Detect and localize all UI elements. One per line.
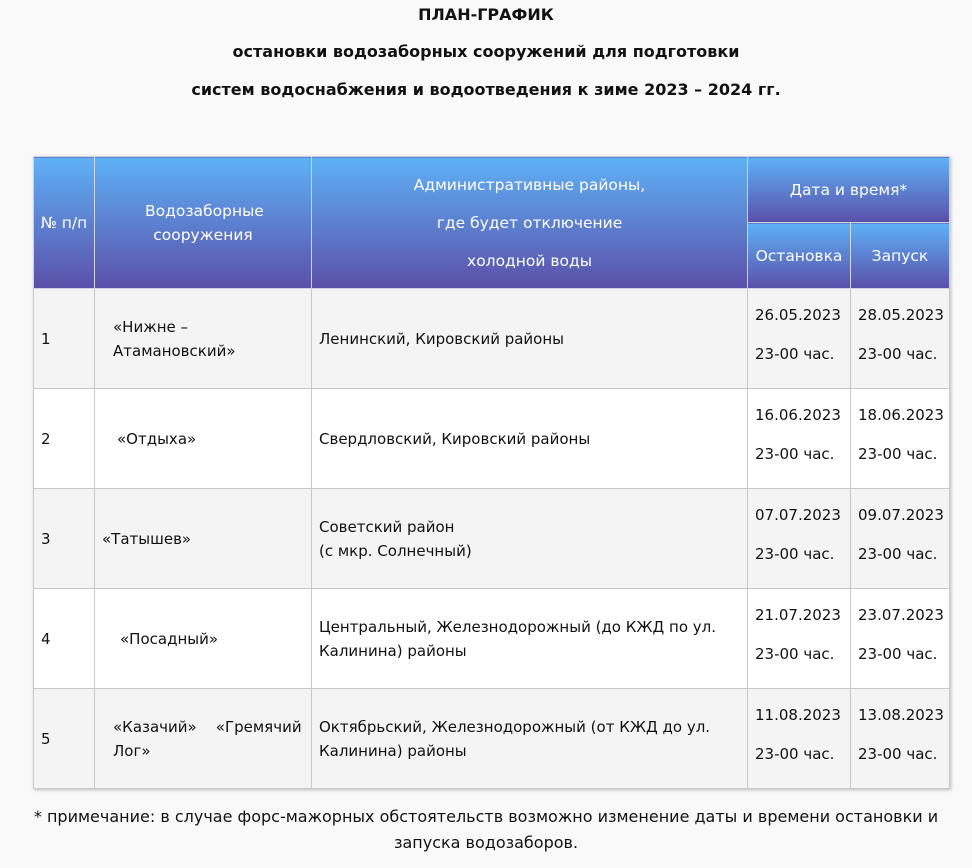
- stop-time: 23-00 час.: [755, 445, 835, 463]
- doc-subtitle-2: систем водоснабжения и водоотведения к з…: [191, 80, 781, 99]
- start-time: 23-00 час.: [858, 745, 938, 763]
- start-time: 23-00 час.: [858, 445, 938, 463]
- stop-date: 21.07.2023: [755, 606, 841, 624]
- header-districts: Административные районы, где будет отклю…: [311, 156, 748, 289]
- start-time: 23-00 час.: [858, 645, 938, 663]
- start-date: 23.07.2023: [858, 606, 944, 624]
- doc-subtitle-1: остановки водозаборных сооружений для по…: [232, 42, 740, 61]
- header-datetime: Дата и время*: [747, 156, 950, 223]
- footnote: * примечание: в случае форс-мажорных обс…: [33, 807, 939, 852]
- row-facility: «Посадный»: [94, 588, 312, 689]
- stop-time: 23-00 час.: [755, 345, 835, 363]
- row-stop: 07.07.2023 23-00 час.: [747, 488, 851, 589]
- row-districts: Советский район (с мкр. Солнечный): [311, 488, 748, 589]
- stop-date: 07.07.2023: [755, 506, 841, 524]
- stop-time: 23-00 час.: [755, 545, 835, 563]
- row-start: 28.05.2023 23-00 час.: [850, 288, 950, 389]
- start-date: 13.08.2023: [858, 706, 944, 724]
- row-start: 13.08.2023 23-00 час.: [850, 688, 950, 789]
- row-districts: Свердловский, Кировский районы: [311, 388, 748, 489]
- row-stop: 21.07.2023 23-00 час.: [747, 588, 851, 689]
- row-districts: Октябрьский, Железнодорожный (от КЖД до …: [311, 688, 748, 789]
- row-num: 3: [33, 488, 95, 589]
- header-start: Запуск: [850, 222, 950, 289]
- stop-date: 26.05.2023: [755, 306, 841, 324]
- row-start: 09.07.2023 23-00 час.: [850, 488, 950, 589]
- header-num: № п/п: [33, 156, 95, 289]
- header-stop: Остановка: [747, 222, 851, 289]
- table-row: 4 «Посадный» Центральный, Железнодорожный …: [33, 588, 950, 689]
- table-row: 1 «Нижне –Атамановский» Ленинский, Кировск…: [33, 288, 950, 389]
- start-time: 23-00 час.: [858, 345, 938, 363]
- schedule-table: № п/п Водозаборные сооружения Администра…: [33, 156, 950, 789]
- row-stop: 16.06.2023 23-00 час.: [747, 388, 851, 489]
- stop-date: 11.08.2023: [755, 706, 841, 724]
- start-date: 28.05.2023: [858, 306, 944, 324]
- row-facility: «Отдыха»: [94, 388, 312, 489]
- doc-title: ПЛАН-ГРАФИК: [418, 5, 554, 24]
- table-row: 2 «Отдыха» Свердловский, Кировский районы 1…: [33, 388, 950, 489]
- row-facility: «Казачий» «Гремячий Лог»: [94, 688, 312, 789]
- row-num: 1: [33, 288, 95, 389]
- row-stop: 26.05.2023 23-00 час.: [747, 288, 851, 389]
- table-row: 5 «Казачий» «Гремячий Лог» Октябрьский, Же…: [33, 688, 950, 789]
- header-districts-line: холодной воды: [467, 251, 592, 270]
- header-facility: Водозаборные сооружения: [94, 156, 312, 289]
- header-districts-line: Административные районы,: [413, 175, 646, 194]
- row-facility: «Татышев»: [94, 488, 312, 589]
- row-num: 5: [33, 688, 95, 789]
- header-districts-line: где будет отключение: [436, 213, 623, 232]
- stop-date: 16.06.2023: [755, 406, 841, 424]
- row-num: 4: [33, 588, 95, 689]
- row-districts: Ленинский, Кировский районы: [311, 288, 748, 389]
- row-districts: Центральный, Железнодорожный (до КЖД по …: [311, 588, 748, 689]
- start-time: 23-00 час.: [858, 545, 938, 563]
- row-start: 18.06.2023 23-00 час.: [850, 388, 950, 489]
- row-num: 2: [33, 388, 95, 489]
- start-date: 09.07.2023: [858, 506, 944, 524]
- table-row: 3 «Татышев» Советский район (с мкр. Солнеч…: [33, 488, 950, 589]
- row-facility: «Нижне –Атамановский»: [94, 288, 312, 389]
- start-date: 18.06.2023: [858, 406, 944, 424]
- row-stop: 11.08.2023 23-00 час.: [747, 688, 851, 789]
- stop-time: 23-00 час.: [755, 645, 835, 663]
- row-start: 23.07.2023 23-00 час.: [850, 588, 950, 689]
- stop-time: 23-00 час.: [755, 745, 835, 763]
